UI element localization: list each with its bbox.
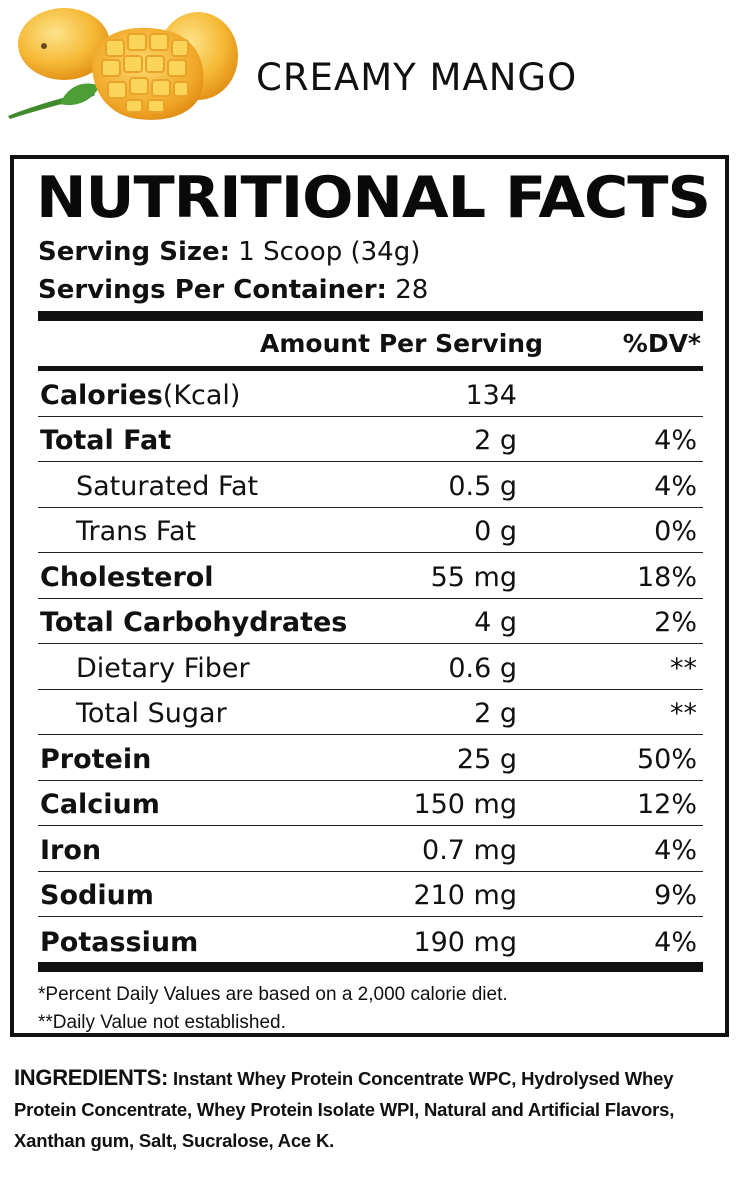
nutrient-row: Trans Fat 0 g 0% (38, 508, 703, 553)
mango-image (8, 8, 238, 120)
ingredients-statement: INGREDIENTS: Instant Whey Protein Concen… (14, 1062, 734, 1156)
nutrient-row: Calcium 150 mg 12% (38, 781, 703, 826)
column-header-dv: %DV* (622, 329, 701, 358)
footnote-not-established: **Daily Value not established. (38, 1012, 286, 1033)
nutrient-name: Saturated Fat (76, 470, 259, 502)
nutrient-amount: 0.6 g (448, 652, 517, 684)
nutrition-facts-panel: NUTRITIONAL FACTS Serving Size: 1 Scoop … (10, 155, 729, 1037)
nutrient-amount: 210 mg (413, 880, 517, 911)
nutrient-dv: ** (670, 652, 697, 684)
nutrient-dv: ** (670, 698, 697, 729)
nutrient-name: Total Fat (40, 425, 172, 456)
nutrient-amount: 55 mg (430, 561, 517, 593)
nutrient-amount: 2 g (474, 698, 517, 729)
nutrient-amount: 190 mg (413, 926, 517, 958)
panel-title: NUTRITIONAL FACTS (36, 165, 711, 231)
nutrient-amount: 2 g (474, 425, 517, 456)
nutrient-row: Iron 0.7 mg 4% (38, 826, 703, 872)
nutrient-name: Calories(Kcal) (40, 379, 241, 411)
nutrient-name: Trans Fat (76, 516, 197, 547)
nutrient-amount: 4 g (474, 607, 517, 638)
nutrient-name: Protein (40, 743, 152, 775)
ingredients-text: Instant Whey Protein Concentrate WPC, Hy… (14, 1068, 675, 1151)
servings-per-container: Servings Per Container: 28 (38, 275, 428, 305)
nutrient-dv: 9% (654, 880, 697, 911)
nutrient-dv: 50% (636, 743, 697, 775)
nutrient-name: Potassium (40, 926, 199, 958)
flavor-title: CREAMY MANGO (256, 56, 578, 99)
nutrient-dv: 12% (636, 789, 697, 820)
nutrient-dv: 4% (654, 470, 697, 502)
column-header-amount: Amount Per Serving (260, 329, 543, 358)
nutrient-name: Sodium (40, 880, 154, 911)
nutrient-row: Cholesterol 55 mg 18% (38, 553, 703, 599)
nutrient-dv: 18% (636, 561, 697, 593)
nutrient-row: Sodium 210 mg 9% (38, 872, 703, 917)
ingredients-label: INGREDIENTS: (14, 1065, 169, 1090)
nutrient-row: Total Sugar 2 g ** (38, 690, 703, 735)
nutrient-dv: 4% (654, 425, 697, 456)
divider-thick-bottom (38, 962, 703, 972)
nutrient-dv: 4% (654, 926, 697, 958)
serving-size-label: Serving Size: (38, 237, 231, 267)
nutrient-dv: 2% (654, 607, 697, 638)
nutrient-row: Protein 25 g 50% (38, 735, 703, 781)
nutrient-unit: (Kcal) (162, 379, 241, 411)
nutrient-row: Potassium 190 mg 4% (38, 917, 703, 963)
divider-thick (38, 311, 703, 321)
nutrient-name: Iron (40, 834, 102, 866)
nutrient-name: Calcium (40, 789, 160, 820)
divider-medium (38, 366, 703, 371)
nutrient-row: Total Carbohydrates 4 g 2% (38, 599, 703, 644)
nutrient-amount: 134 (465, 379, 517, 411)
nutrient-amount: 0.5 g (448, 470, 517, 502)
nutrient-name: Cholesterol (40, 561, 214, 593)
serving-size: Serving Size: 1 Scoop (34g) (38, 237, 420, 267)
nutrient-amount: 0.7 mg (422, 834, 517, 866)
nutrient-dv: 4% (654, 834, 697, 866)
nutrient-name: Total Sugar (76, 698, 227, 729)
nutrient-row: Calories(Kcal) 134 (38, 371, 703, 417)
nutrient-row: Saturated Fat 0.5 g 4% (38, 462, 703, 508)
nutrient-amount: 25 g (456, 743, 517, 775)
footnote-dv: *Percent Daily Values are based on a 2,0… (38, 984, 508, 1005)
nutrient-amount: 150 mg (413, 789, 517, 820)
nutrient-row: Total Fat 2 g 4% (38, 417, 703, 462)
serving-size-value: 1 Scoop (34g) (238, 237, 421, 267)
servings-value: 28 (395, 275, 429, 305)
nutrient-amount: 0 g (474, 516, 517, 547)
nutrient-name: Total Carbohydrates (40, 607, 348, 638)
nutrient-rows: Calories(Kcal) 134 Total Fat 2 g 4% Satu… (38, 371, 703, 963)
nutrient-dv: 0% (654, 516, 697, 547)
nutrient-name: Dietary Fiber (76, 652, 250, 684)
servings-label: Servings Per Container: (38, 275, 387, 305)
nutrient-row: Dietary Fiber 0.6 g ** (38, 644, 703, 690)
